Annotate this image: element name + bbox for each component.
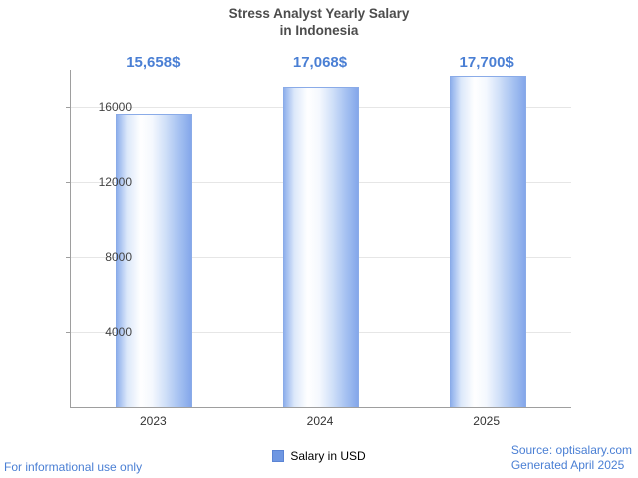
value-label-2024: 17,068$ (292, 54, 348, 71)
y-tick-label-8000: 8000 (105, 250, 132, 265)
chart-title: Stress Analyst Yearly Salary in Indonesi… (0, 6, 638, 40)
bar-2023 (116, 113, 193, 407)
y-tick-label-4000: 4000 (105, 325, 132, 340)
x-tick-label-2023: 2023 (139, 414, 167, 428)
x-tick-label-2024: 2024 (306, 414, 334, 428)
y-tick-mark (66, 182, 71, 184)
y-tick-mark (66, 107, 71, 109)
plot-area (66, 70, 571, 408)
x-tick-label-2025: 2025 (473, 414, 500, 428)
legend-label: Salary in USD (290, 449, 366, 463)
generated-text: Generated April 2025 (510, 458, 625, 473)
source-info: Source: optisalary.com Generated April 2… (511, 443, 632, 474)
value-label-2023: 15,658$ (126, 54, 181, 71)
y-tick-mark (66, 257, 71, 259)
disclaimer-text: For informational use only (4, 460, 143, 474)
y-tick-label-16000: 16000 (98, 100, 132, 115)
value-label-2025: 17,700$ (459, 54, 514, 71)
legend-swatch-icon (272, 450, 285, 462)
y-tick-label-12000: 12000 (98, 175, 132, 190)
bar-2025 (449, 75, 526, 407)
chart-title-line2: in Indonesia (279, 22, 359, 38)
source-text: Source: optisalary.com (510, 442, 632, 457)
legend: Salary in USD (0, 449, 638, 463)
bar-2024 (283, 87, 359, 407)
chart-title-line1: Stress Analyst Yearly Salary (228, 6, 410, 21)
y-tick-mark (66, 332, 71, 334)
